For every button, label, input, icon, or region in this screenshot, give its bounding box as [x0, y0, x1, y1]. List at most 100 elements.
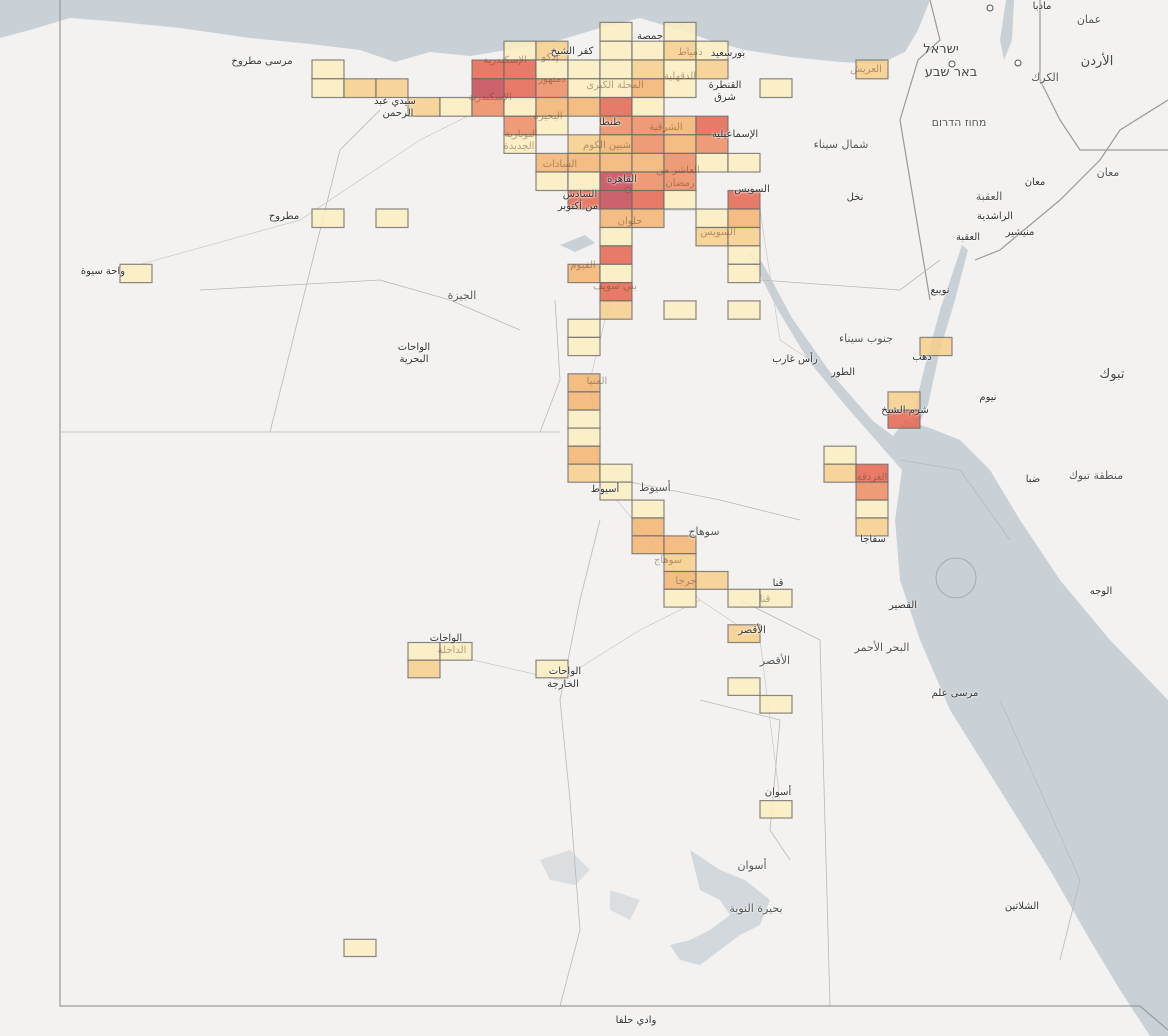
heat-cell[interactable] — [503, 134, 537, 155]
heat-cell[interactable] — [599, 481, 633, 501]
heat-cell[interactable] — [311, 208, 345, 229]
heat-cell[interactable] — [727, 588, 761, 608]
heat-cell[interactable] — [727, 245, 761, 265]
heat-cell[interactable] — [631, 59, 665, 80]
heat-cell[interactable] — [695, 570, 729, 590]
heat-cell[interactable] — [407, 659, 441, 679]
heat-cell[interactable] — [631, 535, 665, 555]
heat-cell[interactable] — [727, 624, 761, 644]
heat-cell[interactable] — [535, 171, 569, 192]
heat-cell[interactable] — [759, 78, 793, 99]
heat-cell[interactable] — [599, 40, 633, 61]
place-label: الفيوم — [570, 260, 596, 271]
heat-cell[interactable] — [535, 115, 569, 136]
heat-cell[interactable] — [663, 78, 697, 99]
heat-cell[interactable] — [439, 641, 473, 661]
heat-cell[interactable] — [535, 659, 569, 679]
place-label: العقبة — [975, 190, 1003, 203]
heat-cell[interactable] — [727, 263, 761, 284]
heat-cell[interactable] — [663, 535, 697, 555]
heat-cell[interactable] — [727, 300, 761, 320]
heat-cell[interactable] — [759, 694, 793, 714]
heat-cell[interactable] — [311, 78, 345, 99]
heat-cell[interactable] — [119, 263, 153, 284]
place-label: شرق — [714, 92, 736, 103]
lake-nasser — [670, 850, 770, 965]
heat-cell[interactable] — [567, 336, 601, 357]
place-label: أسوان — [764, 787, 792, 798]
place-label: طنطا — [598, 117, 622, 128]
place-label: إدكو — [541, 52, 559, 63]
heat-cell[interactable] — [887, 409, 921, 429]
heat-cell[interactable] — [855, 499, 889, 519]
heat-cell[interactable] — [759, 799, 793, 819]
heat-cell[interactable] — [631, 40, 665, 61]
place-label: الواحات — [397, 342, 431, 353]
heat-cell[interactable] — [727, 152, 761, 173]
heat-cell[interactable] — [823, 463, 857, 483]
place-label: بحيرة النوبة — [729, 902, 783, 915]
heat-cell[interactable] — [663, 588, 697, 608]
heat-cell[interactable] — [695, 208, 729, 229]
heat-cell[interactable] — [311, 59, 345, 80]
heat-cell[interactable] — [375, 208, 409, 229]
heat-cell[interactable] — [695, 59, 729, 80]
heat-cell[interactable] — [631, 499, 665, 519]
place-label: الراشدية — [977, 211, 1013, 222]
heat-cell[interactable] — [631, 189, 665, 210]
heat-cell[interactable] — [567, 445, 601, 465]
heat-cell[interactable] — [823, 445, 857, 465]
heat-cell[interactable] — [567, 409, 601, 429]
heat-cell[interactable] — [343, 938, 377, 958]
gulf-of-aqaba — [912, 245, 968, 425]
heat-cell[interactable] — [695, 152, 729, 173]
country-borders — [59, 0, 1168, 1031]
heat-cell[interactable] — [343, 78, 377, 99]
heat-cell[interactable] — [663, 189, 697, 210]
heat-cell[interactable] — [631, 96, 665, 117]
heat-cell[interactable] — [759, 588, 793, 608]
heat-cell[interactable] — [919, 336, 953, 357]
heat-cell[interactable] — [599, 189, 633, 210]
heat-cell[interactable] — [599, 245, 633, 265]
place-label: الأقصر — [738, 625, 766, 636]
heat-cell[interactable] — [631, 208, 665, 229]
place-label: الطور — [830, 367, 856, 378]
heat-cell[interactable] — [599, 59, 633, 80]
place-label: الشرقية — [649, 122, 683, 133]
heat-cell[interactable] — [567, 59, 601, 80]
place-label: السويس — [700, 227, 736, 238]
place-label: سفاجا — [860, 534, 886, 545]
heat-cell[interactable] — [663, 134, 697, 155]
heat-cell[interactable] — [631, 517, 665, 537]
heat-cell[interactable] — [663, 21, 697, 42]
place-label: منيشير — [1005, 227, 1035, 238]
heat-cell[interactable] — [855, 481, 889, 501]
heat-cell[interactable] — [599, 263, 633, 284]
place-label: الكرك — [1031, 71, 1059, 84]
heat-cell[interactable] — [439, 96, 473, 117]
heat-cell[interactable] — [855, 517, 889, 537]
heat-cell[interactable] — [567, 171, 601, 192]
heat-cell[interactable] — [663, 300, 697, 320]
heat-cell[interactable] — [599, 463, 633, 483]
heat-cell[interactable] — [599, 96, 633, 117]
heat-cell[interactable] — [567, 463, 601, 483]
heat-cell[interactable] — [567, 96, 601, 117]
heat-cell[interactable] — [375, 78, 409, 99]
heat-cell[interactable] — [727, 677, 761, 696]
heat-cell[interactable] — [567, 427, 601, 447]
heat-cell[interactable] — [599, 226, 633, 247]
heat-cell[interactable] — [599, 300, 633, 320]
heat-cell[interactable] — [567, 391, 601, 411]
heat-cell[interactable] — [727, 208, 761, 229]
place-label: ישראל — [923, 42, 959, 57]
place-label: واحة سيوة — [80, 266, 126, 277]
heat-cell[interactable] — [599, 152, 633, 173]
heat-cell[interactable] — [567, 318, 601, 339]
heat-cell[interactable] — [407, 641, 441, 661]
heat-cell[interactable] — [631, 134, 665, 155]
heat-cell[interactable] — [855, 59, 889, 80]
heat-cell[interactable] — [599, 21, 633, 42]
